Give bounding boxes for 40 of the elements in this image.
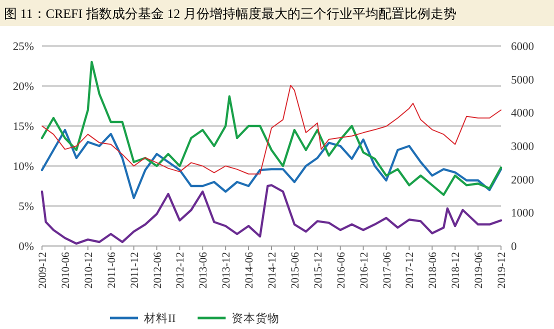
line-series: [40, 128, 502, 200]
x-tick-label: 2010-06: [60, 252, 72, 289]
y-tick-label: 10%: [12, 161, 34, 173]
x-tick-label: 2016-06: [335, 252, 348, 289]
line-series: [40, 60, 502, 196]
y-tick-label: 5%: [18, 201, 34, 213]
y2-tick-label: 5000: [511, 74, 534, 86]
x-tick-label: 2014-06: [244, 252, 256, 289]
x-tick-label: 2011-06: [106, 252, 118, 288]
x-tick-label: 2015-12: [312, 252, 324, 289]
y-tick-label: 25%: [12, 41, 34, 53]
y2-tick-label: 1000: [511, 208, 534, 220]
x-tick-label: 2012-06: [152, 252, 164, 289]
y2-tick-label: 2000: [511, 174, 534, 186]
x-tick-label: 2010-12: [82, 252, 95, 289]
x-tick-label: 2013-06: [198, 252, 210, 289]
x-tick-label: 2012-12: [174, 252, 187, 289]
line-series: [42, 84, 502, 174]
x-tick-label: 2013-12: [220, 252, 233, 289]
chart-title: 图 11：CREFI 指数成分基金 12 月份增持幅度最大的三个行业平均配置比例走势: [4, 6, 456, 21]
y2-tick-label: 4000: [511, 108, 534, 120]
y2-tick-label: 3000: [511, 141, 534, 153]
x-tick-label: 2017-06: [381, 252, 394, 289]
y-tick-label: 15%: [12, 121, 34, 133]
x-tick-label: 2019-06: [473, 252, 486, 289]
x-tick-label: 2009-12: [37, 252, 49, 289]
x-tick-label: 2015-06: [289, 252, 302, 289]
x-tick-label: 2014-12: [266, 252, 278, 289]
x-tick-label: 2016-12: [358, 252, 370, 289]
legend-label: 资本货物: [232, 312, 280, 325]
x-tick-label: 2019-12: [496, 252, 508, 289]
y2-tick-label: 6000: [511, 41, 534, 53]
y-tick-label: 0%: [18, 241, 34, 253]
x-tick-label: 2018-06: [427, 252, 440, 289]
legend-label: 材料II: [143, 312, 176, 325]
x-tick-label: 2011-12: [128, 252, 141, 288]
y-tick-label: 20%: [12, 81, 34, 93]
x-tick-label: 2017-12: [404, 252, 416, 289]
y2-tick-label: 0: [511, 241, 517, 253]
x-tick-label: 2018-12: [450, 252, 462, 289]
